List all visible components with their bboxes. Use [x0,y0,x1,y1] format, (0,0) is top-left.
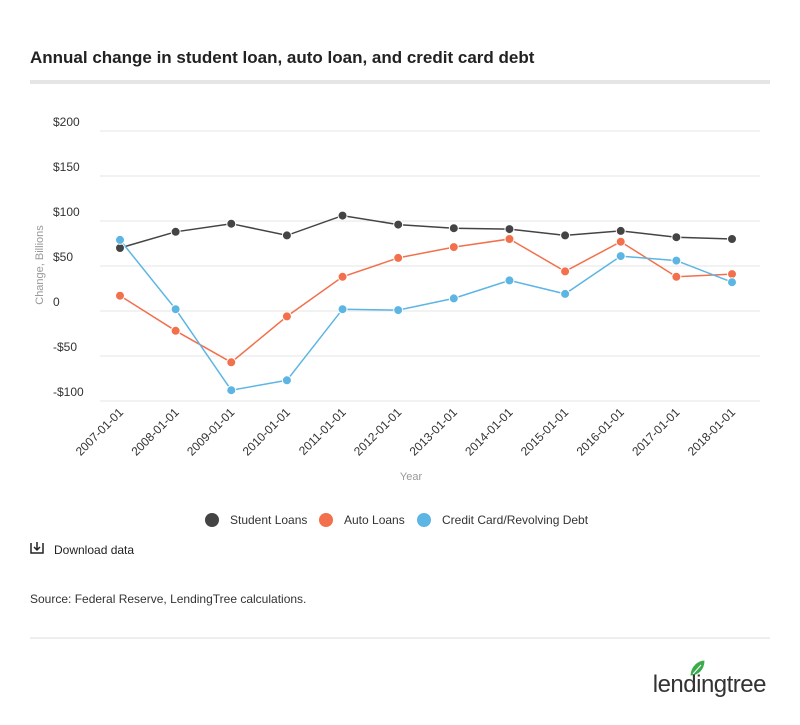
x-tick-label: 2008-01-01 [128,405,182,459]
x-tick-label: 2014-01-01 [462,405,516,459]
y-tick-label: $150 [53,160,80,174]
series-line [119,239,733,392]
legend-label: Auto Loans [344,513,405,527]
x-tick-label: 2010-01-01 [240,405,294,459]
data-point [560,266,571,277]
y-tick-label: 0 [53,295,60,309]
chart-title: Annual change in student loan, auto loan… [30,48,535,67]
x-tick-label: 2015-01-01 [518,405,572,459]
x-tick-label: 2013-01-01 [407,405,461,459]
data-point [115,290,125,301]
data-point [448,223,459,234]
data-point [281,230,292,241]
data-point [560,288,571,299]
y-tick-label: -$50 [53,340,77,354]
data-point [615,251,626,262]
title-rule [30,80,770,84]
data-point [671,271,682,282]
x-tick-label: 2017-01-01 [629,405,683,459]
series-line [119,238,733,364]
source: Source: Federal Reserve, LendingTree cal… [30,592,306,606]
data-point [281,311,292,322]
data-point [393,219,404,230]
x-tick-label: 2016-01-01 [574,405,628,459]
x-tick-label: 2012-01-01 [351,405,405,459]
x-axis-label: Year [400,471,423,483]
data-point [615,236,626,247]
data-point [560,230,571,241]
data-point [226,218,237,229]
data-point [727,277,737,288]
y-tick-label: $100 [53,205,80,219]
data-point [504,224,515,235]
y-tick-label: $50 [53,250,73,264]
data-point [170,304,181,315]
data-point [727,234,737,244]
data-point [115,234,125,245]
data-point [448,293,459,304]
logo-leaf [689,659,706,677]
data-point [170,226,181,237]
logo: lendingtree [653,671,766,698]
legend-marker [417,513,431,527]
data-point [170,325,181,336]
legend-label: Student Loans [230,513,307,527]
data-point [671,232,682,243]
data-point [448,242,459,253]
y-tick-label: -$100 [53,385,84,399]
download-label[interactable]: Download data [54,543,134,557]
download[interactable]: Download data [30,542,134,557]
data-point [615,225,626,236]
x-tick-label: 2018-01-01 [685,405,739,459]
y-tick-label: $200 [53,115,80,129]
x-tick-label: 2009-01-01 [184,405,238,459]
x-tick-label: 2011-01-01 [296,405,349,458]
data-point [281,375,292,386]
legend-marker [319,513,333,527]
data-point [337,304,348,315]
data-point [226,385,237,396]
data-point [226,357,237,368]
data-point [337,210,348,221]
data-point [504,234,515,244]
y-axis-label: Change, Billions [34,225,46,305]
data-point [337,271,348,282]
data-point [393,252,404,263]
x-tick-label: 2007-01-01 [73,405,127,459]
legend-marker [205,513,219,527]
data-point [671,255,682,266]
download-icon [30,542,44,554]
series-line [119,214,733,249]
data-point [504,275,515,286]
legend-label: Credit Card/Revolving Debt [442,513,589,527]
data-point [393,305,404,316]
